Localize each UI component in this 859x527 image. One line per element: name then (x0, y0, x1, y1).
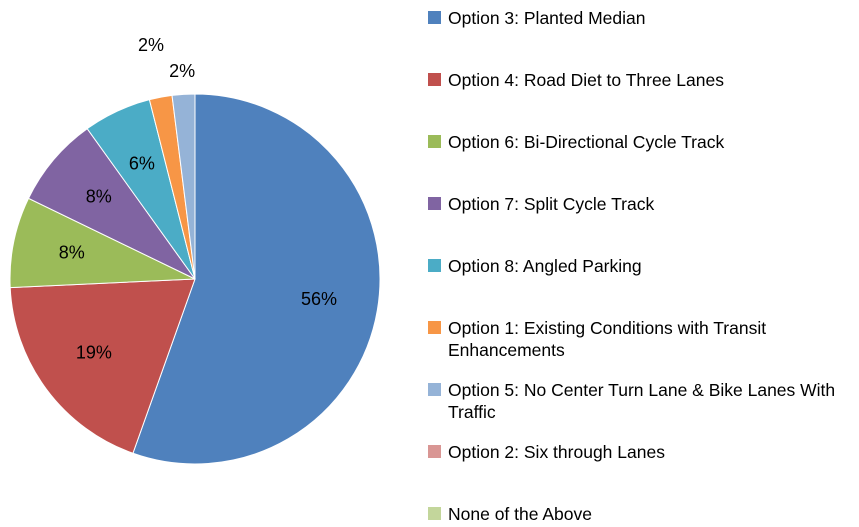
data-label: 2% (138, 35, 164, 55)
legend-item: Option 8: Angled Parking (428, 255, 848, 277)
legend-label: Option 3: Planted Median (448, 8, 646, 28)
legend-swatch (428, 73, 441, 86)
legend-swatch (428, 197, 441, 210)
legend-label: None of the Above (448, 504, 592, 524)
legend-item: Option 5: No Center Turn Lane & Bike Lan… (428, 379, 848, 423)
legend-swatch (428, 445, 441, 458)
legend-item: Option 7: Split Cycle Track (428, 193, 848, 215)
legend-item: Option 6: Bi-Directional Cycle Track (428, 131, 848, 153)
legend-swatch (428, 321, 441, 334)
legend-swatch (428, 135, 441, 148)
legend-item: None of the Above (428, 503, 848, 525)
legend-item: Option 4: Road Diet to Three Lanes (428, 69, 848, 91)
legend-label: Option 8: Angled Parking (448, 256, 642, 276)
legend-swatch (428, 383, 441, 396)
data-label: 6% (129, 154, 155, 174)
data-label: 56% (301, 289, 337, 309)
legend-swatch (428, 259, 441, 272)
legend-label: Option 5: No Center Turn Lane & Bike Lan… (448, 380, 836, 422)
legend-swatch (428, 507, 441, 520)
pie-area: 56% 19% 8% 8% 6% 2%2% (9, 35, 381, 465)
legend-label: Option 7: Split Cycle Track (448, 194, 655, 214)
pie-slice (132, 93, 381, 465)
legend-item: Option 2: Six through Lanes (428, 441, 848, 463)
pie-slice (9, 197, 196, 289)
pie-slice (27, 127, 196, 280)
legend-label: Option 2: Six through Lanes (448, 442, 665, 462)
pie-slice (9, 278, 196, 454)
legend-item: Option 1: Existing Conditions with Trans… (428, 317, 848, 361)
legend-label: Option 1: Existing Conditions with Trans… (448, 318, 767, 360)
legend-item: Option 3: Planted Median (428, 7, 848, 29)
data-label: 8% (86, 187, 112, 207)
data-label: 2% (169, 61, 195, 81)
data-label: 8% (59, 242, 85, 262)
pie-slice (171, 93, 196, 280)
legend-label: Option 4: Road Diet to Three Lanes (448, 70, 724, 90)
data-label: 19% (76, 343, 112, 363)
legend-swatch (428, 11, 441, 24)
legend-label: Option 6: Bi-Directional Cycle Track (448, 132, 725, 152)
